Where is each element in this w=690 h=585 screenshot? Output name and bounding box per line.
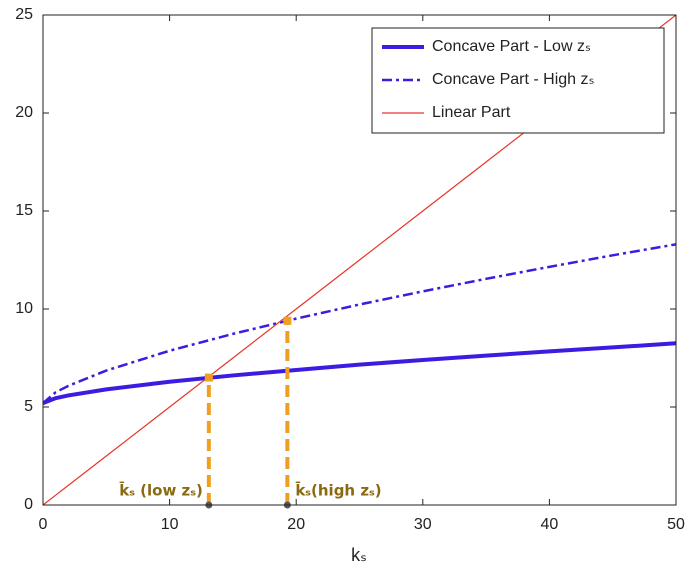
y-tick-label: 25 [15,6,33,23]
annotation-label: k̄ₛ (low zₛ) [119,480,203,500]
x-tick-label: 30 [414,516,432,533]
series-line [43,243,676,405]
x-axis-label: kₛ [351,545,367,565]
legend-label: Linear Part [432,104,511,121]
x-tick-label: 20 [287,516,305,533]
series-line [43,341,676,405]
legend-label: Concave Part - High zₛ [432,71,595,88]
y-tick-label: 5 [24,398,33,415]
y-tick-label: 20 [15,104,33,121]
legend-label: Concave Part - Low zₛ [432,38,591,55]
y-tick-label: 15 [15,202,33,219]
x-tick-label: 0 [39,516,48,533]
annotation-label: k̄ₛ(high zₛ) [295,480,382,500]
annotation-point [204,373,213,382]
y-tick-label: 0 [24,496,33,513]
y-tick-label: 10 [15,300,33,317]
plot-frame [42,14,677,506]
x-tick-label: 40 [541,516,559,533]
x-tick-label: 10 [161,516,179,533]
annotation-point [283,316,292,325]
x-tick-label: 50 [667,516,685,533]
